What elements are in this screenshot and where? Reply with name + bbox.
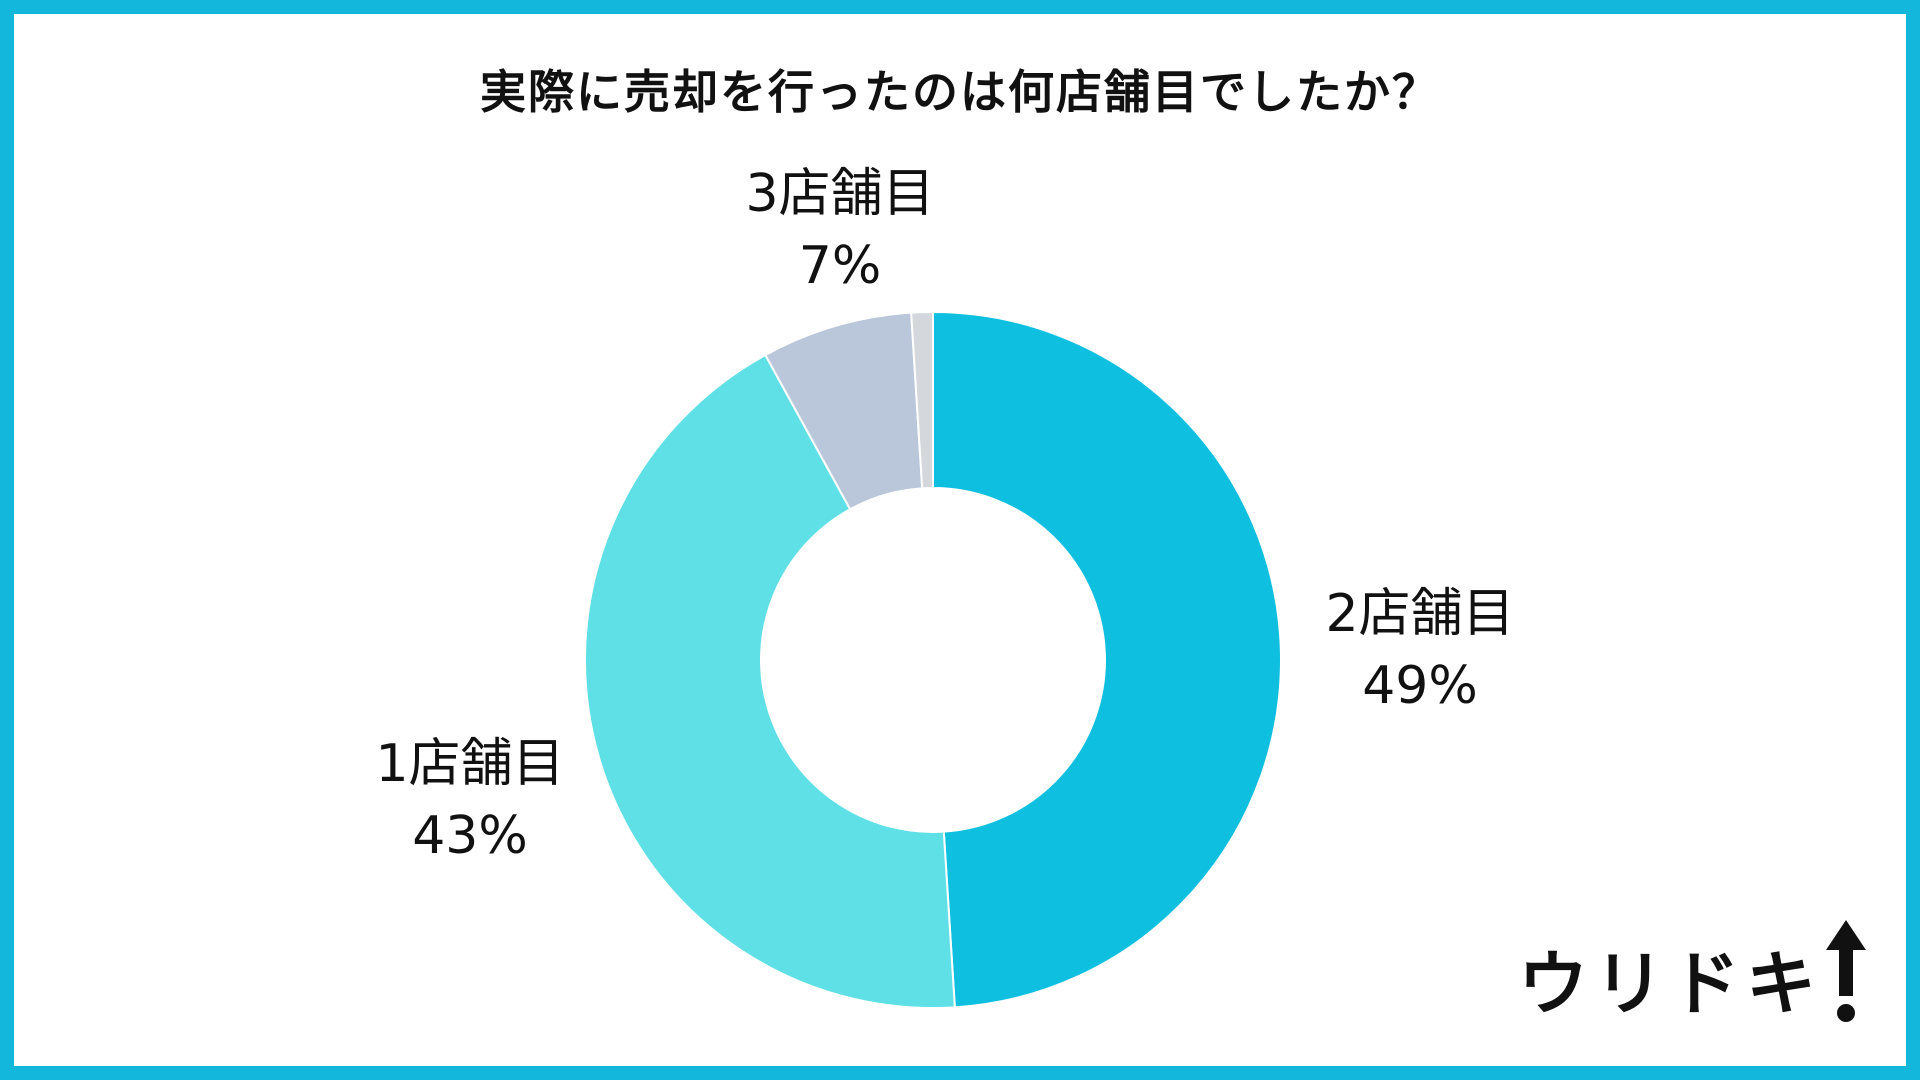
slice-label-1-stores: 1店舗目 43%	[340, 728, 600, 872]
slice-label-1-value: 43%	[412, 806, 528, 866]
up-arrow-icon	[1826, 920, 1866, 1022]
slice-label-2-name: 2店舗目	[1325, 584, 1515, 644]
slice-label-2-value: 49%	[1362, 656, 1478, 716]
chart-title: 実際に売却を行ったのは何店舗目でしたか？	[480, 65, 1440, 119]
logo-text: ウリドキ	[1518, 943, 1822, 1025]
brand-logo: ウリドキ	[1518, 914, 1866, 1024]
donut-slices	[584, 310, 1282, 1009]
slice-label-1-name: 1店舗目	[375, 734, 565, 794]
donut-slice-1店舗目	[584, 353, 956, 1009]
slice-label-3-value: 7%	[798, 236, 882, 296]
slice-label-2-stores: 2店舗目 49%	[1290, 578, 1550, 722]
donut-slice-2店舗目	[932, 310, 1282, 1009]
slice-label-3-stores: 3店舗目 7%	[690, 158, 990, 302]
slice-label-3-name: 3店舗目	[745, 164, 935, 224]
donut-slice-other	[910, 310, 934, 490]
